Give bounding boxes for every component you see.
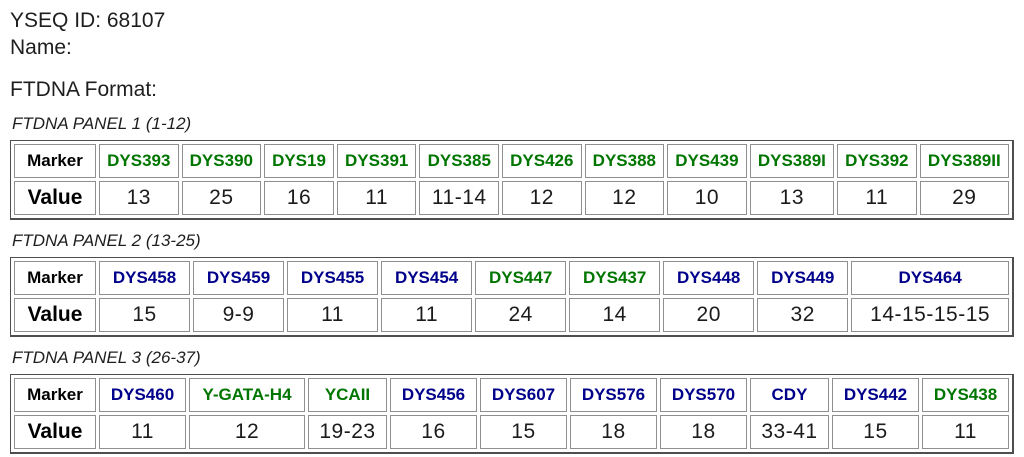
panel-title: FTDNA PANEL 1 (1-12) (12, 114, 192, 133)
panel-title: FTDNA PANEL 2 (13-25) (12, 231, 201, 250)
marker-name-cell: DYS455 (287, 261, 379, 295)
marker-value-cell: 25 (181, 181, 262, 215)
marker-name-cell: DYS388 (584, 144, 665, 178)
value-row-label: Value (14, 298, 96, 332)
marker-name-cell: YCAII (307, 378, 387, 412)
marker-name-cell: DYS459 (193, 261, 285, 295)
marker-value-cell: 9-9 (193, 298, 285, 332)
marker-name-cell: DYS389II (919, 144, 1009, 178)
marker-value-cell: 14 (569, 298, 661, 332)
marker-name-cell: Y-GATA-H4 (189, 378, 305, 412)
marker-name-cell: DYS458 (99, 261, 191, 295)
name-label: Name: (10, 36, 72, 59)
marker-value-cell: 18 (569, 415, 657, 449)
marker-name-cell: DYS449 (757, 261, 849, 295)
marker-name-cell: DYS460 (99, 378, 186, 412)
panel-table: Marker DYS460 Y-GATA-H4 YCAII DYS456 DYS607 DY… (10, 374, 1014, 454)
marker-name-cell: DYS390 (181, 144, 262, 178)
marker-value-cell: 24 (475, 298, 567, 332)
marker-value-cell: 20 (663, 298, 755, 332)
marker-name-cell: DYS426 (502, 144, 582, 178)
marker-name-cell: DYS576 (569, 378, 657, 412)
marker-value-cell: 11 (381, 298, 473, 332)
marker-value-cell: 15 (831, 415, 919, 449)
marker-value-cell: 15 (479, 415, 567, 449)
marker-value-cell: 19-23 (307, 415, 387, 449)
marker-name-cell: DYS437 (569, 261, 661, 295)
marker-value-cell: 10 (667, 181, 747, 215)
marker-value-cell: 12 (189, 415, 305, 449)
marker-name-cell: DYS392 (837, 144, 917, 178)
value-row: Value 13 25 16 11 11-14 12 12 10 13 11 29 (14, 181, 1009, 215)
panel-table: Marker DYS458 DYS459 DYS455 DYS454 DYS447 DYS4… (10, 257, 1014, 337)
marker-row-label: Marker (14, 261, 96, 295)
marker-value-cell: 12 (584, 181, 665, 215)
marker-value-cell: 11 (336, 181, 417, 215)
marker-value-cell: 18 (659, 415, 747, 449)
marker-name-cell: DYS438 (921, 378, 1009, 412)
marker-value-cell: 13 (99, 181, 179, 215)
marker-value-cell: 12 (502, 181, 582, 215)
marker-name-cell: CDY (749, 378, 829, 412)
marker-name-cell: DYS447 (475, 261, 567, 295)
marker-name-cell: DYS464 (851, 261, 1009, 295)
marker-value-cell: 13 (749, 181, 835, 215)
yseq-id-text: YSEQ ID: 68107 (10, 9, 166, 32)
marker-name-cell: DYS19 (264, 144, 334, 178)
panel-table: Marker DYS393 DYS390 DYS19 DYS391 DYS385 DYS42… (10, 140, 1014, 220)
marker-value-cell: 11 (921, 415, 1009, 449)
marker-name-cell: DYS393 (99, 144, 179, 178)
ftdna-format-heading: FTDNA Format: (10, 78, 158, 101)
marker-name-cell: DYS456 (389, 378, 477, 412)
marker-value-cell: 11 (837, 181, 917, 215)
marker-value-cell: 32 (757, 298, 849, 332)
value-row-label: Value (14, 181, 96, 215)
marker-value-cell: 11 (287, 298, 379, 332)
marker-value-cell: 14-15-15-15 (851, 298, 1009, 332)
marker-value-cell: 11-14 (419, 181, 500, 215)
panels-container: FTDNA PANEL 1 (1-12) Marker DYS393 DYS390 DY… (10, 114, 1014, 454)
marker-row: Marker DYS393 DYS390 DYS19 DYS391 DYS385 DYS42… (14, 144, 1009, 178)
marker-name-cell: DYS385 (419, 144, 500, 178)
marker-value-cell: 16 (389, 415, 477, 449)
marker-value-cell: 11 (99, 415, 186, 449)
panel-title: FTDNA PANEL 3 (26-37) (12, 348, 201, 367)
marker-name-cell: DYS439 (667, 144, 747, 178)
marker-value-cell: 15 (99, 298, 191, 332)
value-row: Value 15 9-9 11 11 24 14 20 32 14-15-15-15 (14, 298, 1009, 332)
marker-value-cell: 29 (919, 181, 1009, 215)
marker-name-cell: DYS391 (336, 144, 417, 178)
marker-row-label: Marker (14, 144, 96, 178)
marker-row: Marker DYS460 Y-GATA-H4 YCAII DYS456 DYS607 DY… (14, 378, 1009, 412)
marker-row-label: Marker (14, 378, 96, 412)
value-row-label: Value (14, 415, 96, 449)
marker-name-cell: DYS607 (479, 378, 567, 412)
marker-name-cell: DYS448 (663, 261, 755, 295)
marker-name-cell: DYS454 (381, 261, 473, 295)
marker-name-cell: DYS442 (831, 378, 919, 412)
marker-row: Marker DYS458 DYS459 DYS455 DYS454 DYS447 DYS4… (14, 261, 1009, 295)
marker-name-cell: DYS389I (749, 144, 835, 178)
marker-name-cell: DYS570 (659, 378, 747, 412)
value-row: Value 11 12 19-23 16 15 18 18 33-41 15 11 (14, 415, 1009, 449)
marker-value-cell: 33-41 (749, 415, 829, 449)
marker-value-cell: 16 (264, 181, 334, 215)
